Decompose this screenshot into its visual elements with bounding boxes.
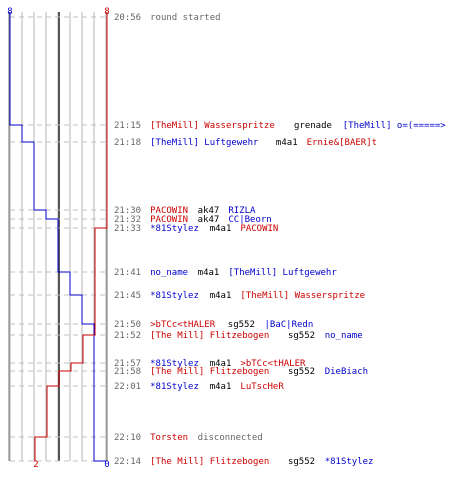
- event-text: PACOWIN: [150, 206, 188, 216]
- event-time: 22:01: [114, 382, 141, 392]
- top-score-red: 8: [104, 7, 109, 17]
- event-text: no_name: [150, 268, 188, 278]
- event-text: ak47: [192, 206, 225, 216]
- event-text: grenade: [289, 121, 338, 131]
- event-row: 22:10 Torsten disconnected: [114, 433, 263, 443]
- event-time: 21:41: [114, 268, 141, 278]
- event-row: 20:56 round started: [114, 13, 221, 23]
- event-time: 21:32: [114, 215, 141, 225]
- event-text: >bTCc<tHALER: [240, 359, 306, 369]
- event-time: 21:57: [114, 359, 141, 369]
- event-text: [TheMill] Luftgewehr: [150, 138, 259, 148]
- event-time: 21:18: [114, 138, 141, 148]
- event-text: m4a1: [192, 268, 225, 278]
- event-time: 21:50: [114, 320, 141, 330]
- event-time: 21:52: [114, 331, 141, 341]
- event-row: 21:58 [The Mill] Flitzebogen sg552 DieBia…: [114, 367, 368, 377]
- event-text: sg552: [283, 457, 321, 467]
- event-text: sg552: [283, 331, 321, 341]
- score-labels: 8 8 0 2: [7, 7, 109, 470]
- event-text: CC|Beorn: [228, 215, 271, 225]
- event-log: 20:56 round started 21:15 [TheMill] Wassers…: [114, 13, 446, 467]
- event-row: 21:52 [The Mill] Flitzebogen sg552 no_nam…: [114, 331, 363, 341]
- event-time: 21:33: [114, 224, 141, 234]
- event-text: sg552: [222, 320, 260, 330]
- event-text: [TheMill] Luftgewehr: [228, 268, 337, 278]
- event-time: 20:56: [114, 13, 141, 23]
- event-text: m4a1: [204, 359, 237, 369]
- event-time: 21:30: [114, 206, 141, 216]
- event-text: [The Mill] Flitzebogen: [150, 331, 269, 341]
- event-text: Ernie&[BAER]t: [307, 138, 377, 148]
- event-row: 21:50 >bTCc<tHALER sg552 |BaC|Redn: [114, 320, 313, 330]
- event-text: LuTscHeR: [240, 382, 284, 392]
- event-text: [The Mill] Flitzebogen: [150, 457, 269, 467]
- blue-score-line: [9, 12, 106, 462]
- red-score-line: [34, 12, 108, 461]
- event-row: 21:33 *81Stylez m4a1 PACOWIN: [114, 224, 278, 234]
- event-text: *81Stylez: [150, 224, 199, 234]
- event-text: >bTCc<tHALER: [150, 320, 216, 330]
- event-row: 21:15 [TheMill] Wasserspritze grenade [Th…: [114, 121, 446, 131]
- score-lines: [9, 12, 108, 462]
- event-text: [TheMill] Wasserspritze: [150, 121, 275, 131]
- event-row: 21:57 *81Stylez m4a1 >bTCc<tHALER: [114, 359, 306, 369]
- event-row: 21:18 [TheMill] Luftgewehr m4a1 Ernie&[BA…: [114, 138, 377, 148]
- event-time: 22:10: [114, 433, 141, 443]
- event-text: round started: [150, 13, 220, 23]
- event-text: Torsten: [150, 433, 188, 443]
- bottom-score-red: 2: [33, 460, 38, 470]
- event-time: 21:15: [114, 121, 141, 131]
- event-text: m4a1: [271, 138, 304, 148]
- event-text: PACOWIN: [150, 215, 188, 225]
- event-text: [The Mill] Flitzebogen: [150, 367, 269, 377]
- event-text: |BaC|Redn: [265, 320, 314, 330]
- event-row: 21:45 *81Stylez m4a1 [TheMill] Wasserspri…: [114, 291, 365, 301]
- event-text: DieBiach: [325, 367, 368, 377]
- top-score-blue: 8: [7, 7, 12, 17]
- event-text: *81Stylez: [150, 382, 199, 392]
- bottom-score-blue: 0: [104, 460, 109, 470]
- event-text: [TheMill] Wasserspritze: [240, 291, 365, 301]
- event-row: 21:41 no_name m4a1 [TheMill] Luftgewehr: [114, 268, 337, 278]
- event-text: *81Stylez: [150, 359, 199, 369]
- event-row: 22:01 *81Stylez m4a1 LuTscHeR: [114, 382, 284, 392]
- event-text: RIZLA: [228, 206, 256, 216]
- event-time: 22:14: [114, 457, 141, 467]
- event-text: no_name: [325, 331, 363, 341]
- event-row: 21:30 PACOWIN ak47 RIZLA: [114, 206, 256, 216]
- event-text: *81Stylez: [150, 291, 199, 301]
- event-time: 21:45: [114, 291, 141, 301]
- event-text: *81Stylez: [325, 457, 374, 467]
- event-text: disconnected: [192, 433, 262, 443]
- event-text: m4a1: [204, 291, 237, 301]
- event-text: sg552: [283, 367, 321, 377]
- event-time: 21:58: [114, 367, 141, 377]
- event-row: 22:14 [The Mill] Flitzebogen sg552 *81Sty…: [114, 457, 373, 467]
- event-text: m4a1: [204, 382, 237, 392]
- event-text: [TheMill] o=(=====>: [343, 121, 447, 131]
- event-text: ak47: [192, 215, 225, 225]
- event-row: 21:32 PACOWIN ak47 CC|Beorn: [114, 215, 272, 225]
- event-text: PACOWIN: [240, 224, 278, 234]
- event-text: m4a1: [204, 224, 237, 234]
